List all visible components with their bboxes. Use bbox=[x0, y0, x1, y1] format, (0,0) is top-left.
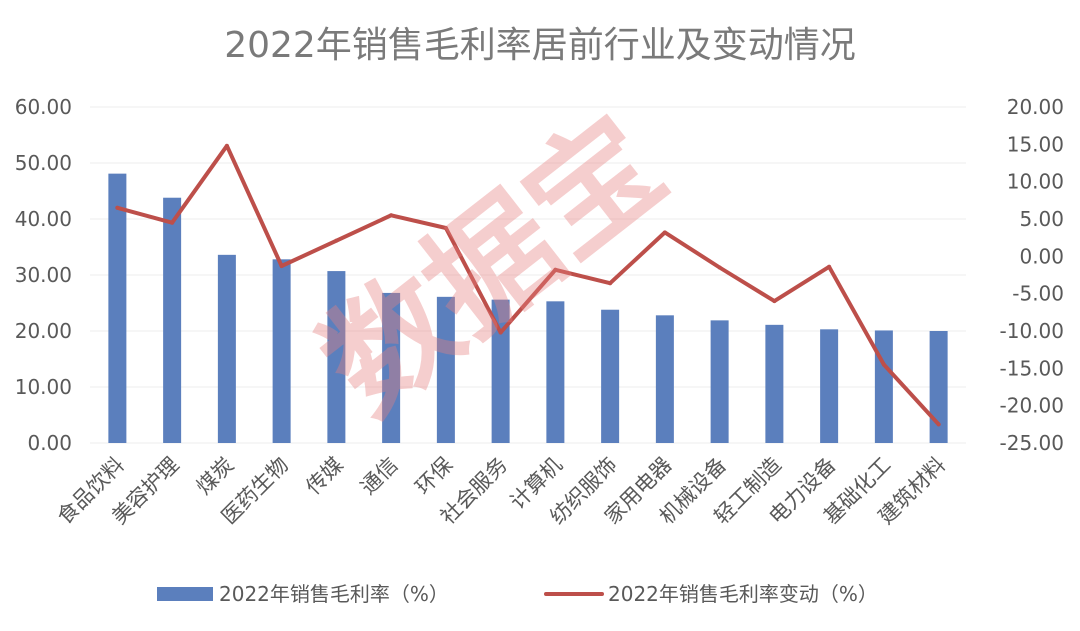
line-point bbox=[772, 299, 777, 304]
bar bbox=[436, 296, 455, 443]
line-point bbox=[608, 281, 613, 286]
y-right-tick-label: -15.00 bbox=[1000, 356, 1064, 380]
series-line bbox=[115, 143, 941, 427]
y-right-tick-label: -25.00 bbox=[1000, 431, 1064, 455]
bar bbox=[327, 271, 346, 443]
bar bbox=[546, 301, 565, 443]
y-right-tick-label: 20.00 bbox=[1007, 95, 1064, 119]
line-point bbox=[662, 230, 667, 235]
y-axis-right: -25.00 -20.00 -15.00 -10.00 -5.00 0.00 5.00 10.… bbox=[1000, 95, 1064, 455]
line-point bbox=[553, 267, 558, 272]
bar bbox=[601, 309, 620, 443]
y-right-tick-label: -5.00 bbox=[1012, 282, 1064, 306]
y-left-tick-label: 50.00 bbox=[15, 151, 72, 175]
legend-label-line: 2022年销售毛利率变动（%） bbox=[608, 582, 878, 606]
bar bbox=[874, 330, 893, 443]
y-right-tick-label: 5.00 bbox=[1019, 207, 1064, 231]
y-axis-left: 0.00 10.00 20.00 30.00 40.00 50.00 60.00 bbox=[15, 95, 72, 455]
line-point bbox=[881, 362, 886, 367]
bar bbox=[820, 329, 839, 443]
y-left-tick-label: 40.00 bbox=[15, 207, 72, 231]
y-right-tick-label: -20.00 bbox=[1000, 394, 1064, 418]
line-point bbox=[443, 225, 448, 230]
y-right-tick-label: 10.00 bbox=[1007, 170, 1064, 194]
line-point bbox=[498, 330, 503, 335]
line-point bbox=[224, 143, 229, 148]
bar-series bbox=[108, 173, 948, 443]
bar bbox=[929, 331, 948, 443]
x-tick-label: 环保 bbox=[411, 453, 458, 500]
x-tick-label: 煤炭 bbox=[192, 453, 239, 500]
line-point bbox=[334, 238, 339, 243]
y-left-tick-label: 0.00 bbox=[27, 431, 72, 455]
bar bbox=[272, 259, 291, 443]
line-series bbox=[115, 143, 941, 427]
line-point bbox=[827, 264, 832, 269]
line-point bbox=[115, 205, 120, 210]
y-right-tick-label: 15.00 bbox=[1007, 132, 1064, 156]
line-point bbox=[936, 422, 941, 427]
bar bbox=[655, 315, 674, 443]
line-point bbox=[717, 265, 722, 270]
bar bbox=[382, 292, 401, 443]
y-left-tick-label: 20.00 bbox=[15, 319, 72, 343]
y-left-tick-label: 10.00 bbox=[15, 375, 72, 399]
line-point bbox=[170, 220, 175, 225]
x-tick-label: 传媒 bbox=[301, 453, 348, 500]
line-point bbox=[279, 264, 284, 269]
legend-swatch-bar bbox=[157, 587, 213, 601]
chart-title: 2022年销售毛利率居前行业及变动情况 bbox=[224, 25, 856, 66]
y-left-tick-label: 60.00 bbox=[15, 95, 72, 119]
bar bbox=[108, 173, 127, 443]
bar bbox=[765, 324, 784, 443]
y-right-tick-label: -10.00 bbox=[1000, 319, 1064, 343]
bar bbox=[217, 254, 236, 443]
bar bbox=[710, 320, 729, 443]
y-left-tick-label: 30.00 bbox=[15, 263, 72, 287]
bar bbox=[491, 299, 510, 443]
line-point bbox=[389, 213, 394, 218]
legend-label-bar: 2022年销售毛利率（%） bbox=[219, 582, 449, 606]
legend: 2022年销售毛利率（%） 2022年销售毛利率变动（%） bbox=[157, 582, 878, 606]
y-right-tick-label: 0.00 bbox=[1019, 244, 1064, 268]
bar bbox=[163, 197, 182, 443]
x-tick-label: 通信 bbox=[356, 453, 403, 500]
